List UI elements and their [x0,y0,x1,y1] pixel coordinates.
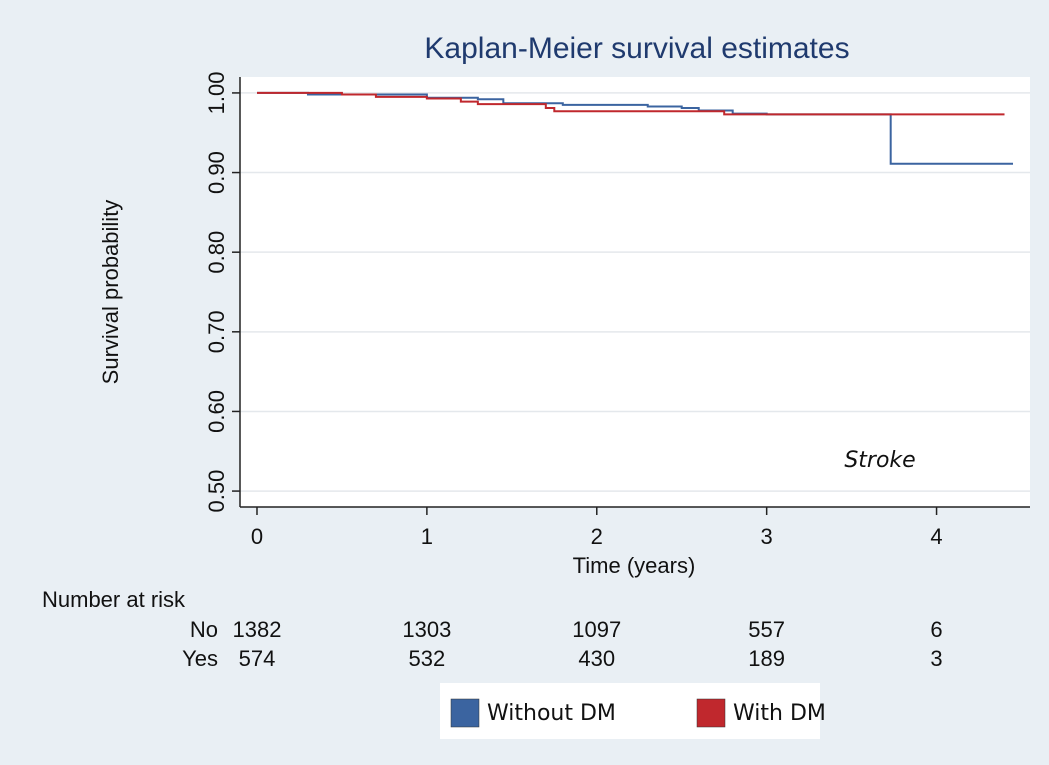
risk-count: 6 [930,617,942,642]
risk-count: 1097 [572,617,621,642]
risk-count: 189 [748,646,785,671]
risk-count: 1303 [402,617,451,642]
y-tick-label: 0.70 [204,310,229,353]
plot-area [240,77,1030,507]
risk-count: 574 [239,646,276,671]
x-tick-label: 4 [930,524,942,549]
y-tick-label: 0.50 [204,470,229,513]
risk-count: 532 [409,646,446,671]
survival-curve [256,91,1005,116]
risk-count: 1382 [233,617,282,642]
y-tick-label: 0.80 [204,231,229,274]
y-tick-label: 1.00 [204,72,229,115]
risk-table-title: Number at risk [42,587,186,612]
marks: 0.50 0.60 0.70 0.80 0.90 1.00 0 1 2 3 4 No 1382 1303 1… [182,72,1030,728]
x-tick-label: 0 [251,524,263,549]
x-axis-title: Time (years) [573,553,696,578]
risk-count: 3 [930,646,942,671]
legend-label: With DM [733,701,826,726]
chart-title: Kaplan-Meier survival estimates [424,32,849,65]
risk-row-label: Yes [182,646,218,671]
y-axis-title: Survival probability [98,200,123,385]
risk-count: 430 [578,646,615,671]
legend-label: Without DM [487,701,616,726]
annotation: Stroke [844,448,915,473]
x-tick-label: 1 [421,524,433,549]
legend-swatch [696,698,726,728]
y-tick-label: 0.90 [204,151,229,194]
y-tick-label: 0.60 [204,390,229,433]
legend-box [440,683,820,739]
legend-swatch [450,698,480,728]
risk-row-label: No [190,617,218,642]
risk-count: 557 [748,617,785,642]
x-tick-label: 2 [591,524,603,549]
x-tick-label: 3 [761,524,773,549]
